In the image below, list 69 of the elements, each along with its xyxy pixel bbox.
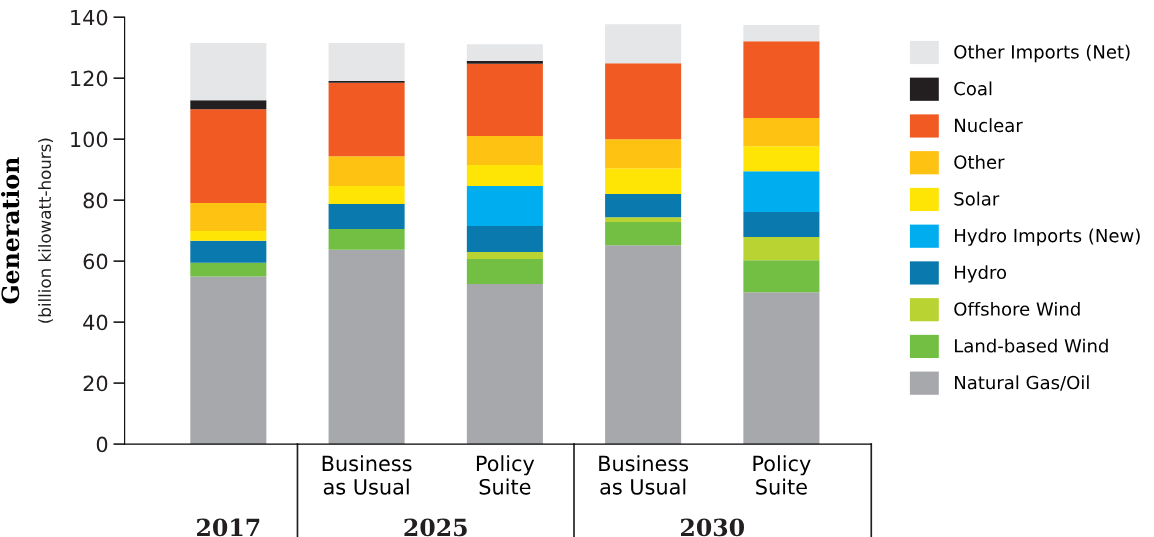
legend-label: Nuclear: [955, 118, 1023, 133]
x-tick-label: Policy Suite: [476, 455, 535, 495]
bar: [190, 100, 267, 110]
bar: [466, 165, 543, 187]
bar: [328, 204, 405, 230]
bar: [605, 217, 682, 223]
y-tick-label: 140: [71, 9, 108, 26]
legend-label: Hydro Imports (New): [955, 228, 1140, 246]
bar: [328, 156, 405, 187]
bar: [190, 230, 267, 241]
bar: [328, 82, 405, 157]
bar: [466, 63, 543, 137]
bar: [328, 186, 405, 205]
y-tick-label: 120: [71, 70, 108, 87]
x-tick-label: Business as Usual: [322, 455, 412, 495]
y-tick-label: 100: [71, 131, 108, 148]
bar: [743, 118, 820, 147]
bar: [743, 237, 820, 261]
text: 2017: [197, 518, 260, 537]
bar: [605, 24, 682, 64]
y-tick-label: 60: [83, 253, 108, 270]
bar: [190, 276, 267, 445]
bar: [190, 262, 267, 277]
bar: [466, 284, 543, 445]
y-tick-label: 80: [83, 192, 108, 209]
bar: [190, 240, 267, 263]
bar: [328, 229, 405, 250]
bar: [743, 146, 820, 172]
bar: [466, 251, 543, 259]
legend-label: Natural Gas/Oil: [955, 375, 1089, 391]
bar: [466, 44, 543, 62]
bar: [605, 139, 682, 169]
bar: [190, 43, 267, 101]
bar: [605, 194, 682, 218]
y-tick-label: 20: [83, 375, 108, 392]
bar: [743, 41, 820, 119]
legend-label: Offshore Wind: [954, 301, 1080, 316]
bar: [466, 259, 543, 285]
bar: [605, 168, 682, 195]
bar: [190, 109, 267, 203]
legend-label: Land-based Wind: [955, 338, 1108, 353]
legend-label: Other Imports (Net): [954, 44, 1130, 63]
bar: [743, 292, 820, 445]
legend-label: Solar: [954, 191, 1000, 206]
bar: [743, 25, 820, 42]
bar: [605, 245, 682, 445]
bar: [743, 260, 820, 293]
text: 2025: [404, 518, 467, 537]
y-axis-title: Generation: [0, 157, 20, 304]
legend-label: Coal: [954, 81, 992, 96]
bar: [328, 43, 405, 81]
legend-label: Other: [954, 154, 1005, 169]
y-tick-label: 40: [83, 314, 108, 331]
bar: [466, 186, 543, 227]
bar: [190, 202, 267, 231]
bar: [743, 212, 820, 238]
bar: [466, 136, 543, 166]
legend-label: Hydro: [955, 265, 1007, 283]
bar: [466, 226, 543, 252]
bar: [743, 171, 820, 213]
bar: [605, 63, 682, 140]
x-tick-label: Business as Usual: [599, 455, 689, 495]
x-tick-label: Policy Suite: [753, 455, 811, 495]
bar: [328, 249, 405, 445]
y-tick-label: 0: [96, 436, 108, 453]
bar: [466, 61, 543, 64]
text: (billion kilowatt-hours): [38, 138, 54, 323]
text: 2030: [680, 518, 745, 537]
bar: [605, 222, 682, 246]
